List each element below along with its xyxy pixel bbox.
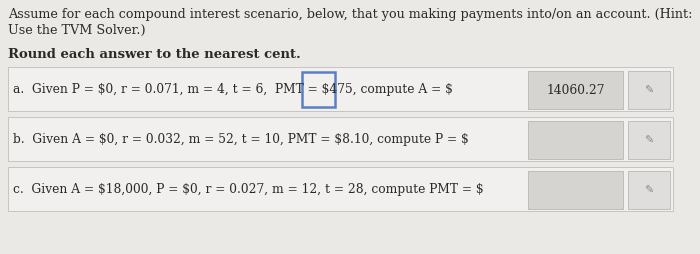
Bar	[8, 167, 673, 211]
Bar	[628, 72, 670, 109]
Bar	[528, 72, 623, 109]
Text: 14060.27: 14060.27	[546, 84, 605, 97]
Text: a.  Given P = $0, r = 0.071, m = 4, t = 6,  PMT = $475, compute A = $: a. Given P = $0, r = 0.071, m = 4, t = 6…	[13, 83, 452, 96]
Bar	[528, 171, 623, 209]
Bar	[628, 121, 670, 159]
Bar	[8, 68, 673, 112]
Text: Round each answer to the nearest cent.: Round each answer to the nearest cent.	[8, 48, 301, 61]
Bar	[628, 171, 670, 209]
Text: ✎: ✎	[644, 185, 654, 195]
Text: Use the TVM Solver.): Use the TVM Solver.)	[8, 24, 146, 37]
Bar	[302, 73, 335, 108]
Text: b.  Given A = $0, r = 0.032, m = 52, t = 10, PMT = $8.10, compute P = $: b. Given A = $0, r = 0.032, m = 52, t = …	[13, 133, 468, 146]
Bar	[8, 118, 673, 161]
Text: ✎: ✎	[644, 135, 654, 146]
Bar	[528, 121, 623, 159]
Text: ✎: ✎	[644, 86, 654, 96]
Text: Assume for each compound interest scenario, below, that you making payments into: Assume for each compound interest scenar…	[8, 8, 693, 21]
Text: c.  Given A = $18,000, P = $0, r = 0.027, m = 12, t = 28, compute PMT = $: c. Given A = $18,000, P = $0, r = 0.027,…	[13, 183, 483, 196]
